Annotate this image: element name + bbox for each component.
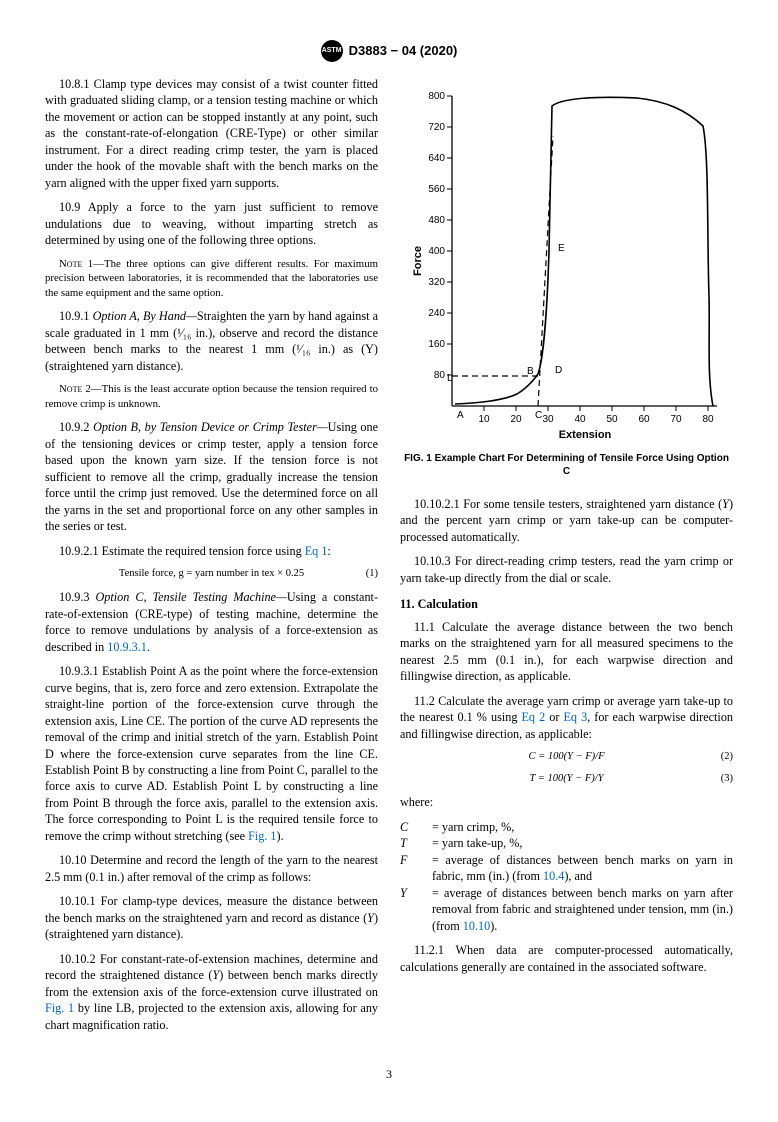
para-10-9-3-1: 10.9.3.1 Establish Point A as the point … [45, 663, 378, 844]
svg-text:Extension: Extension [558, 429, 611, 441]
para-10-10-2-1: 10.10.2.1 For some tensile testers, stra… [400, 496, 733, 545]
ref-eq3[interactable]: Eq 3 [563, 710, 587, 724]
where-Y: Y= average of distances between bench ma… [400, 885, 733, 934]
figure-1-chart: 80 160 240 320 400 480 560 640 720 800 10 20 30 40 50… [407, 76, 727, 446]
ref-eq1[interactable]: Eq 1 [305, 544, 328, 558]
where-F: F= average of distances between bench ma… [400, 852, 733, 885]
svg-text:320: 320 [428, 277, 445, 288]
equation-2: C = 100(Y − F)/F(2) [400, 750, 733, 764]
svg-text:70: 70 [670, 414, 682, 425]
where-T: T= yarn take-up, %, [400, 835, 733, 851]
svg-text:20: 20 [510, 414, 522, 425]
svg-text:Force: Force [412, 246, 424, 276]
svg-text:400: 400 [428, 246, 445, 257]
para-11-2: 11.2 Calculate the average yarn crimp or… [400, 693, 733, 742]
astm-logo: ASTM [321, 40, 343, 62]
figure-1: 80 160 240 320 400 480 560 640 720 800 10 20 30 40 50… [400, 76, 733, 478]
para-10-9-3: 10.9.3 Option C, Tensile Testing Machine… [45, 589, 378, 655]
para-10-10-2: 10.10.2 For constant-rate-of-extension m… [45, 951, 378, 1033]
note-1: Note 1—The three options can give differ… [45, 257, 378, 301]
svg-text:B: B [527, 366, 534, 377]
ref-fig1-b[interactable]: Fig. 1 [45, 1001, 74, 1015]
para-11-1: 11.1 Calculate the average distance betw… [400, 619, 733, 685]
para-10-10-3: 10.10.3 For direct-reading crimp testers… [400, 553, 733, 586]
note-2-label: Note 2— [59, 383, 102, 395]
svg-text:560: 560 [428, 184, 445, 195]
svg-text:240: 240 [428, 308, 445, 319]
para-10-10-1: 10.10.1 For clamp-type devices, measure … [45, 893, 378, 942]
svg-text:L: L [447, 373, 453, 384]
svg-text:80: 80 [702, 414, 714, 425]
svg-text:720: 720 [428, 122, 445, 133]
where-C: C= yarn crimp, %, [400, 819, 733, 835]
svg-text:A: A [457, 410, 464, 421]
left-column: 10.8.1 Clamp type devices may consist of… [45, 76, 378, 1041]
page-number: 3 [45, 1066, 733, 1082]
para-10-9: 10.9 Apply a force to the yarn just suff… [45, 199, 378, 248]
svg-text:E: E [558, 243, 565, 254]
doc-id: D3883 − 04 (2020) [349, 42, 458, 60]
svg-text:800: 800 [428, 91, 445, 102]
equation-1: Tensile force, g = yarn number in tex × … [45, 567, 378, 581]
ref-eq2[interactable]: Eq 2 [521, 710, 545, 724]
svg-text:80: 80 [433, 370, 445, 381]
page-header: ASTM D3883 − 04 (2020) [45, 40, 733, 62]
ref-10-4[interactable]: 10.4 [543, 869, 564, 883]
ref-10-9-3-1[interactable]: 10.9.3.1 [107, 640, 147, 654]
section-11-title: 11. Calculation [400, 596, 733, 612]
equation-3: T = 100(Y − F)/Y(3) [400, 772, 733, 786]
right-column: 80 160 240 320 400 480 560 640 720 800 10 20 30 40 50… [400, 76, 733, 1041]
where-list: C= yarn crimp, %, T= yarn take-up, %, F=… [400, 819, 733, 934]
para-10-10: 10.10 Determine and record the length of… [45, 852, 378, 885]
para-10-9-2: 10.9.2 Option B, by Tension Device or Cr… [45, 419, 378, 534]
para-10-9-1: 10.9.1 Option A, By Hand—Straighten the … [45, 308, 378, 374]
svg-text:50: 50 [606, 414, 618, 425]
para-10-8-1: 10.8.1 Clamp type devices may consist of… [45, 76, 378, 191]
note-2: Note 2—This is the least accurate option… [45, 382, 378, 411]
ref-fig1-a[interactable]: Fig. 1 [248, 829, 276, 843]
svg-text:C: C [535, 410, 542, 421]
svg-text:640: 640 [428, 153, 445, 164]
svg-text:160: 160 [428, 339, 445, 350]
content-columns: 10.8.1 Clamp type devices may consist of… [45, 76, 733, 1041]
svg-text:10: 10 [478, 414, 490, 425]
para-10-9-2-1: 10.9.2.1 Estimate the required tension f… [45, 543, 378, 559]
where-label: where: [400, 794, 733, 810]
figure-1-caption: FIG. 1 Example Chart For Determining of … [400, 452, 733, 478]
svg-text:60: 60 [638, 414, 650, 425]
svg-text:40: 40 [574, 414, 586, 425]
ref-10-10[interactable]: 10.10 [463, 919, 490, 933]
note-1-label: Note 1— [59, 258, 104, 270]
para-11-2-1: 11.2.1 When data are computer-processed … [400, 942, 733, 975]
svg-text:30: 30 [542, 414, 554, 425]
svg-text:D: D [555, 365, 562, 376]
svg-text:480: 480 [428, 215, 445, 226]
